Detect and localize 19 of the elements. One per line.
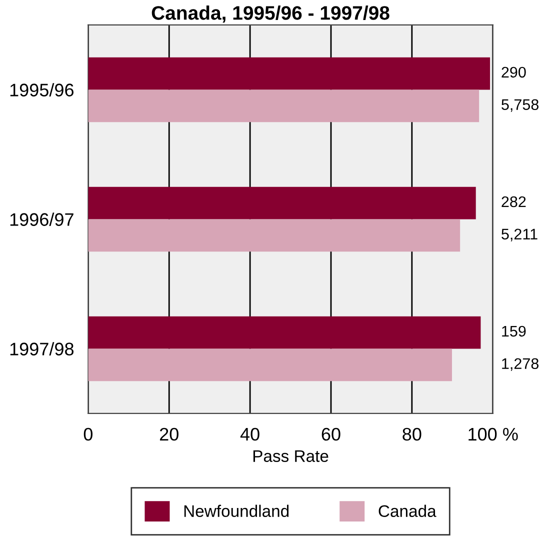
x-tick-label: 20 xyxy=(160,428,178,441)
x-tick-label: 60 xyxy=(322,428,340,441)
text: 1,278 xyxy=(502,358,539,371)
y-tick-label: 1996/97 xyxy=(10,212,74,226)
text: 159 xyxy=(502,326,526,337)
text: 282 xyxy=(502,196,526,208)
x-tick-label: 80 xyxy=(402,428,422,441)
x-tick-label: 100 % xyxy=(468,428,518,441)
x-axis-title: Pass Rate xyxy=(253,450,328,462)
y-tick-label: 1995/96 xyxy=(10,83,74,96)
text: 5,758 xyxy=(502,99,539,112)
legend-label: Newfoundland xyxy=(184,504,289,518)
chart-title: Canada, 1995/96 - 1997/98 xyxy=(152,6,390,23)
text: 5,211 xyxy=(502,228,538,242)
text: 290 xyxy=(502,66,526,78)
y-tick-label: 1997/98 xyxy=(10,342,74,356)
legend-label: Canada xyxy=(378,504,436,518)
x-tick-label: 40 xyxy=(240,428,260,441)
x-tick-label: 0 xyxy=(84,428,92,441)
